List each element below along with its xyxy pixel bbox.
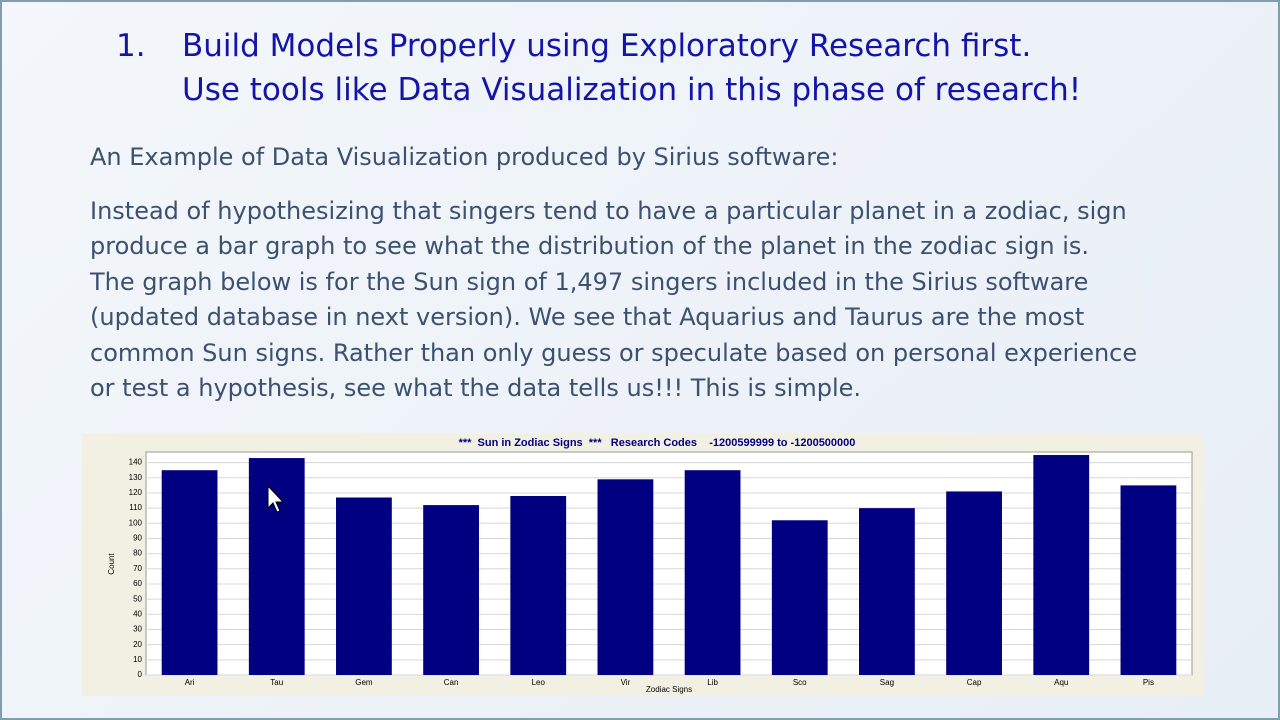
y-tick-label: 70 (133, 564, 142, 573)
x-tick-label: Vir (621, 678, 631, 687)
paragraph-line: produce a bar graph to see what the dist… (90, 232, 1090, 261)
marks: 0 10 20 30 40 50 60 70 80 90 100 110 120 130 140 Ari Tau… (129, 455, 1192, 687)
chart: *** Sun in Zodiac Signs *** Research Cod… (82, 434, 1204, 696)
y-tick-label: 10 (133, 655, 142, 664)
bar (859, 508, 915, 675)
title-number: 1. (116, 28, 146, 64)
paragraph: Instead of hypothesizing that singers te… (90, 194, 1137, 406)
y-tick-label: 140 (129, 458, 143, 467)
x-tick-label: Gem (355, 678, 373, 687)
paragraph-line: The graph below is for the Sun sign of 1… (90, 267, 1089, 296)
y-axis-label: Count (107, 553, 116, 575)
y-tick-label: 20 (133, 640, 142, 649)
y-tick-label: 0 (138, 670, 143, 679)
x-tick-label: Pis (1143, 678, 1154, 687)
x-axis-label: Zodiac Signs (646, 685, 692, 694)
y-tick-label: 130 (129, 473, 143, 482)
paragraph-line: Instead of hypothesizing that singers te… (90, 197, 1127, 225)
x-tick-label: Sag (880, 678, 894, 687)
mouse-cursor (267, 484, 285, 513)
plot-area (145, 451, 1193, 676)
bar (161, 470, 218, 675)
y-tick-label: 110 (129, 503, 142, 512)
chart-title: *** Sun in Zodiac Signs *** Research Cod… (459, 437, 856, 449)
y-tick-label: 90 (133, 534, 142, 543)
title-line: Build Models Properly using Exploratory … (182, 28, 1032, 64)
bar (510, 495, 567, 675)
bar (1120, 485, 1177, 675)
y-tick-label: 50 (133, 594, 142, 603)
bar (423, 505, 479, 675)
y-tick-label: 40 (133, 609, 142, 618)
paragraph-line: (updated database in next version). We s… (90, 303, 1085, 332)
x-tick-label: Cap (967, 678, 982, 687)
y-tick-label: 80 (133, 549, 142, 558)
paragraph-line: common Sun signs. Rather than only guess… (90, 338, 1138, 367)
y-tick-label: 60 (133, 579, 142, 588)
x-tick-label: Aqu (1054, 678, 1068, 687)
x-tick-label: Lib (707, 678, 718, 687)
x-tick-label: Leo (532, 678, 546, 687)
x-tick-label: Can (444, 678, 459, 687)
bar (597, 479, 654, 675)
y-tick-label: 120 (129, 488, 143, 497)
y-tick-label: 30 (133, 625, 142, 634)
paragraph-line: or test a hypothesis, see what the data … (90, 374, 862, 403)
bar (946, 491, 1002, 675)
bar (248, 458, 305, 675)
bar (336, 497, 392, 675)
bar (1033, 455, 1090, 675)
y-tick-label: 100 (129, 518, 143, 527)
x-tick-label: Sco (793, 678, 807, 687)
title-line: Use tools like Data Visualization in thi… (182, 72, 1082, 108)
x-tick-label: Tau (270, 678, 283, 687)
intro: An Example of Data Visualization produce… (90, 143, 839, 171)
bar (771, 520, 828, 675)
x-tick-label: Ari (185, 678, 195, 687)
bar (684, 470, 741, 675)
